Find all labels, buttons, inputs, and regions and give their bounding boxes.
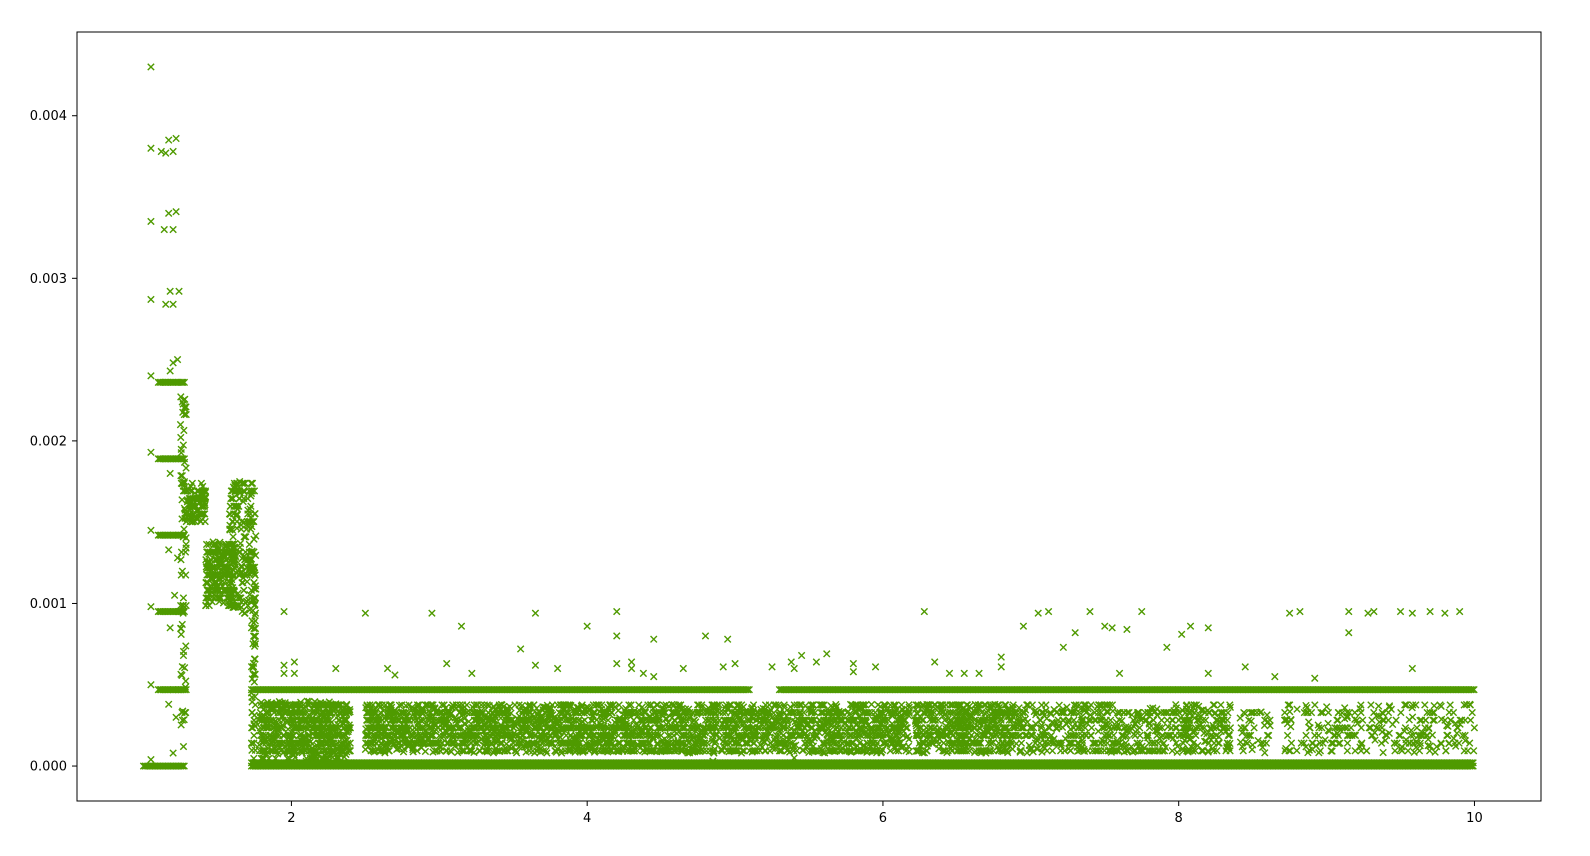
data-point <box>243 577 251 586</box>
data-point <box>178 762 187 770</box>
data-point <box>180 762 188 770</box>
data-point <box>177 630 185 639</box>
data-point <box>177 548 186 556</box>
data-point <box>251 701 260 709</box>
data-point <box>182 677 190 685</box>
data-point <box>180 426 188 435</box>
data-point <box>229 517 237 526</box>
data-point <box>182 464 190 472</box>
data-point <box>250 655 259 663</box>
data-point <box>248 708 256 717</box>
data-point <box>182 642 190 650</box>
data-point <box>180 525 188 533</box>
data-point <box>229 533 237 541</box>
data-point <box>178 496 186 504</box>
data-point <box>177 762 185 770</box>
data-point <box>248 746 256 754</box>
data-point <box>237 525 245 533</box>
data-point <box>235 494 243 503</box>
data-point <box>250 731 258 740</box>
data-point <box>179 594 188 602</box>
data-point <box>177 433 185 442</box>
data-point <box>182 540 190 549</box>
scatter-marks <box>139 63 1479 770</box>
data-point <box>177 449 185 457</box>
